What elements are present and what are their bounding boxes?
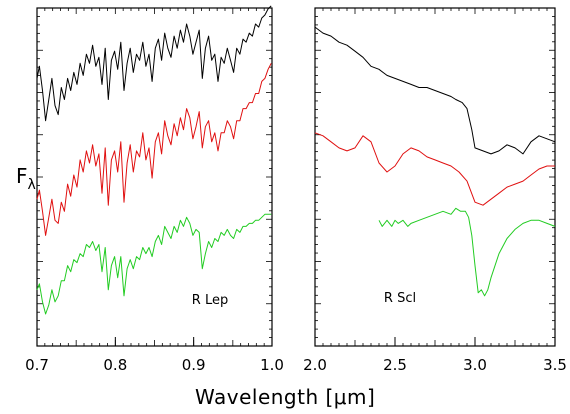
x-tick-label: 3.0 — [463, 356, 487, 374]
x-tick-label: 3.5 — [543, 356, 567, 374]
star-label-r-scl: R Scl — [384, 291, 416, 306]
x-tick-label: 0.9 — [182, 356, 206, 374]
star-label-r-lep: R Lep — [192, 293, 228, 308]
y-axis-label: Fλ — [16, 164, 36, 193]
panel-r-scl: 2.0 2.5 3.0 3.5 R Scl — [303, 7, 567, 374]
spectrum-line-r-scl-2 — [378, 207, 556, 297]
x-tick-label: 0.8 — [103, 356, 127, 374]
x-axis-label: Wavelength [μm] — [195, 385, 375, 409]
spectrum-line-r-lep-0 — [36, 5, 272, 122]
x-tick-label: 1.0 — [260, 356, 284, 374]
spectrum-line-r-scl-0 — [314, 26, 556, 155]
x-tick-label: 0.7 — [25, 356, 49, 374]
spectrum-line-r-scl-1 — [314, 132, 555, 206]
x-tick-label: 2.5 — [383, 356, 407, 374]
spectrum-line-r-lep-1 — [36, 63, 272, 236]
axes-frame-r-scl — [314, 7, 556, 347]
panel-r-lep: 0.7 0.8 0.9 1.0 R Lep — [25, 5, 284, 374]
y-axis-label-main: F — [16, 164, 28, 188]
x-tick-label: 2.0 — [303, 356, 327, 374]
y-axis-label-sub: λ — [28, 177, 36, 193]
spectrum-line-r-lep-2 — [36, 213, 272, 315]
